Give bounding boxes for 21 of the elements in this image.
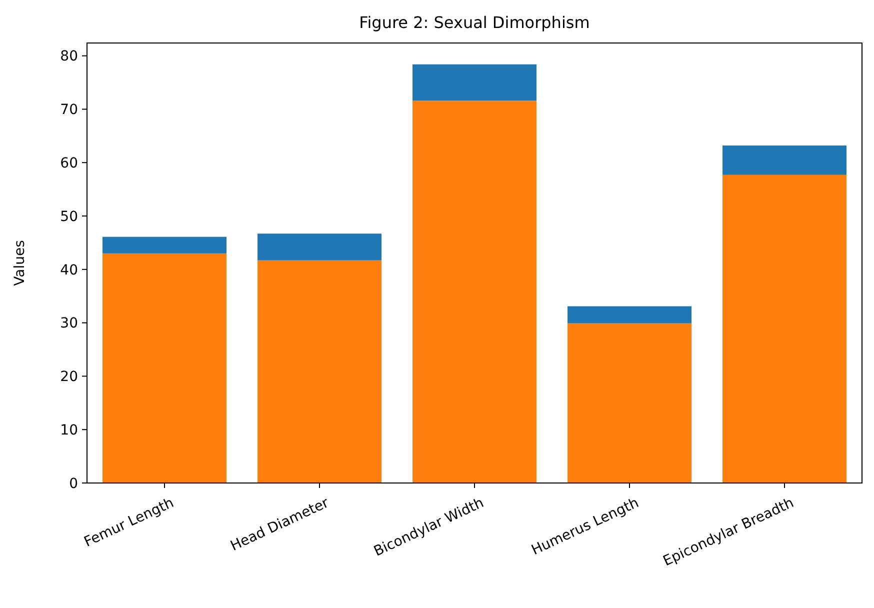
chart-title: Figure 2: Sexual Dimorphism (359, 13, 590, 32)
bar (258, 234, 382, 260)
y-tick-label: 40 (60, 262, 78, 278)
y-tick-label: 20 (60, 369, 78, 386)
y-tick-label: 10 (60, 422, 78, 438)
bar (568, 306, 692, 324)
y-tick-label: 0 (69, 476, 78, 492)
y-tick-label: 80 (60, 48, 78, 65)
bar (102, 236, 226, 254)
y-tick-label: 70 (60, 102, 78, 118)
bar (568, 323, 692, 483)
bar (412, 100, 536, 483)
bar (722, 174, 846, 483)
bar (258, 260, 382, 483)
y-axis-title: Values (12, 240, 28, 286)
y-tick-label: 50 (60, 208, 78, 225)
bar (102, 253, 226, 483)
bar (412, 64, 536, 101)
y-tick-label: 60 (60, 156, 78, 172)
bar (722, 146, 846, 175)
y-tick-label: 30 (60, 316, 78, 332)
